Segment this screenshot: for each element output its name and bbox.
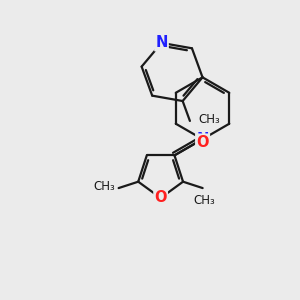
Text: O: O	[154, 190, 167, 206]
Text: CH₃: CH₃	[193, 194, 215, 207]
Text: CH₃: CH₃	[93, 180, 115, 193]
Text: N: N	[155, 35, 168, 50]
Text: N: N	[196, 132, 209, 147]
Text: O: O	[196, 135, 209, 150]
Text: CH₃: CH₃	[198, 113, 220, 126]
